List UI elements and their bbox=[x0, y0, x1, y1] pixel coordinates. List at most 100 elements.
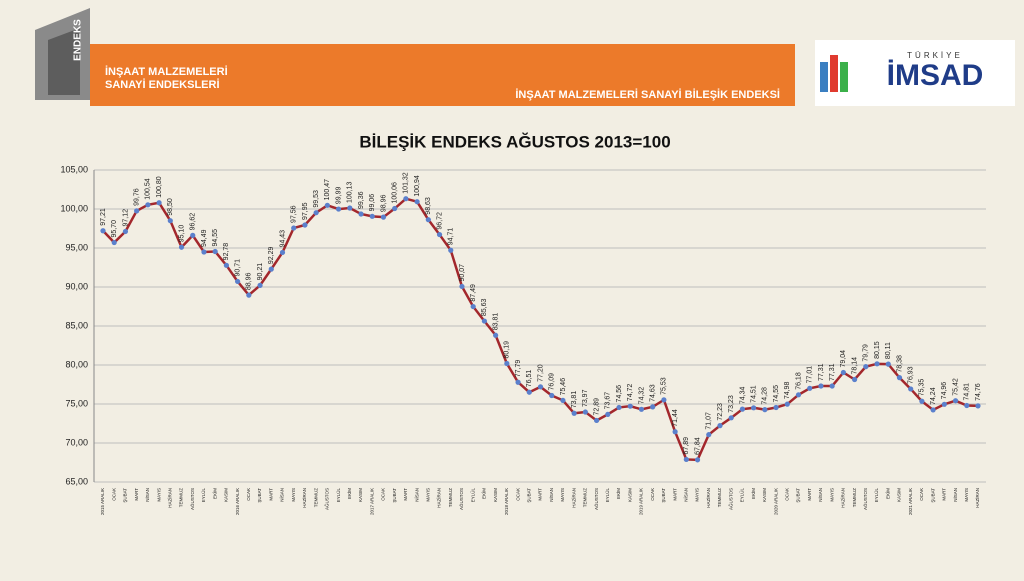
x-tick-label: NİSAN bbox=[548, 488, 554, 502]
marker bbox=[560, 397, 566, 404]
brand-icon bbox=[820, 62, 828, 92]
marker bbox=[223, 262, 229, 268]
x-tick-label: MART bbox=[403, 488, 408, 501]
y-tick-label: 100,00 bbox=[60, 203, 88, 213]
x-tick-label: MART bbox=[672, 488, 677, 501]
x-tick-label: 2020 ARALIK bbox=[773, 488, 778, 515]
marker bbox=[683, 456, 689, 463]
data-label: 99,36 bbox=[358, 191, 365, 209]
data-label: 74,34 bbox=[739, 387, 746, 405]
marker bbox=[268, 266, 274, 272]
data-label: 75,53 bbox=[661, 377, 668, 395]
data-label: 97,95 bbox=[302, 202, 309, 220]
x-tick-label: NİSAN bbox=[952, 488, 958, 502]
x-tick-label: MAYIS bbox=[829, 488, 834, 502]
x-tick-label: EYLÜL bbox=[469, 488, 475, 503]
x-tick-label: TEMMUZ bbox=[313, 488, 318, 507]
data-label: 96,72 bbox=[436, 212, 443, 230]
data-label: 73,67 bbox=[605, 392, 612, 410]
marker bbox=[829, 383, 835, 389]
marker bbox=[156, 200, 162, 206]
data-label: 92,78 bbox=[223, 243, 230, 261]
marker bbox=[807, 385, 813, 391]
data-label: 75,42 bbox=[952, 378, 959, 396]
banner bbox=[90, 44, 795, 106]
brand: İMSAD bbox=[887, 59, 984, 92]
data-label: 94,71 bbox=[448, 228, 455, 246]
data-label: 98,96 bbox=[380, 194, 387, 212]
x-tick-label: HAZİRAN bbox=[436, 488, 442, 508]
marker bbox=[212, 248, 218, 255]
data-label: 76,51 bbox=[526, 370, 533, 388]
marker bbox=[919, 398, 925, 404]
data-label: 88,96 bbox=[246, 272, 253, 290]
data-label: 97,21 bbox=[100, 208, 107, 226]
marker bbox=[773, 404, 779, 411]
marker bbox=[347, 205, 353, 211]
x-tick-label: NİSAN bbox=[817, 488, 823, 502]
x-tick-label: MAYIS bbox=[560, 488, 565, 502]
x-tick-label: MART bbox=[268, 488, 273, 501]
x-tick-label: AĞUSTOS bbox=[727, 488, 733, 510]
y-tick-label: 95,00 bbox=[65, 242, 88, 252]
x-tick-label: AĞUSTOS bbox=[593, 488, 599, 510]
x-tick-label: HAZİRAN bbox=[166, 488, 172, 508]
x-tick-label: AĞUSTOS bbox=[862, 488, 868, 510]
marker bbox=[392, 205, 398, 212]
data-label: 80,19 bbox=[504, 341, 511, 359]
x-tick-label: 2021 ARALIK bbox=[908, 488, 913, 515]
data-label: 99,06 bbox=[369, 194, 376, 212]
brand-top: TÜRKİYE bbox=[907, 51, 963, 60]
marker bbox=[414, 199, 420, 205]
data-label: 100,80 bbox=[156, 176, 163, 198]
marker bbox=[751, 405, 757, 411]
marker bbox=[762, 407, 768, 413]
x-tick-label: EYLÜL bbox=[604, 488, 610, 503]
banner-right: İNŞAAT MALZEMELERİ SANAYİ BİLEŞİK ENDEKS… bbox=[515, 88, 780, 101]
data-label: 74,63 bbox=[650, 384, 657, 402]
x-tick-label: EYLÜL bbox=[739, 488, 745, 503]
banner-left: İNŞAAT MALZEMELERİ bbox=[105, 65, 228, 78]
x-tick-label: NİSAN bbox=[144, 488, 150, 502]
x-tick-label: KASIM bbox=[627, 488, 632, 502]
x-tick-label: KASIM bbox=[358, 488, 363, 502]
data-label: 74,51 bbox=[750, 385, 757, 403]
x-tick-label: NİSAN bbox=[413, 488, 419, 502]
data-label: 74,98 bbox=[784, 382, 791, 400]
y-tick-label: 70,00 bbox=[65, 437, 88, 447]
marker bbox=[638, 406, 645, 412]
marker bbox=[885, 361, 891, 367]
x-tick-label: ŞUBAT bbox=[526, 488, 531, 503]
marker bbox=[896, 375, 903, 381]
marker bbox=[571, 410, 577, 416]
marker bbox=[593, 417, 600, 424]
marker bbox=[818, 383, 824, 389]
marker bbox=[100, 228, 106, 234]
x-tick-label: AĞUSTOS bbox=[324, 488, 330, 510]
data-label: 98,50 bbox=[167, 198, 174, 216]
x-tick-label: NİSAN bbox=[279, 488, 285, 502]
data-label: 74,28 bbox=[762, 387, 769, 405]
data-label: 73,23 bbox=[728, 395, 735, 413]
data-label: 90,21 bbox=[257, 263, 264, 281]
x-tick-label: OCAK bbox=[919, 488, 924, 501]
data-label: 101,32 bbox=[403, 172, 410, 194]
x-tick-label: EKİM bbox=[211, 488, 217, 499]
data-label: 76,93 bbox=[908, 366, 915, 384]
data-label: 67,89 bbox=[683, 437, 690, 455]
banner-left: SANAYİ ENDEKSLERİ bbox=[105, 78, 220, 91]
x-tick-label: NİSAN bbox=[683, 488, 689, 502]
x-tick-label: MAYIS bbox=[695, 488, 700, 502]
x-tick-label: 2017 ARALIK bbox=[369, 488, 374, 515]
data-label: 94,55 bbox=[212, 229, 219, 247]
x-tick-label: ŞUBAT bbox=[123, 488, 128, 503]
data-label: 77,31 bbox=[818, 363, 825, 381]
data-label: 74,96 bbox=[941, 382, 948, 400]
marker bbox=[369, 213, 375, 219]
x-tick-label: OCAK bbox=[381, 488, 386, 501]
data-label: 73,81 bbox=[571, 391, 578, 409]
x-tick-label: KASIM bbox=[224, 488, 229, 502]
data-label: 79,79 bbox=[863, 344, 870, 362]
marker bbox=[111, 239, 117, 246]
